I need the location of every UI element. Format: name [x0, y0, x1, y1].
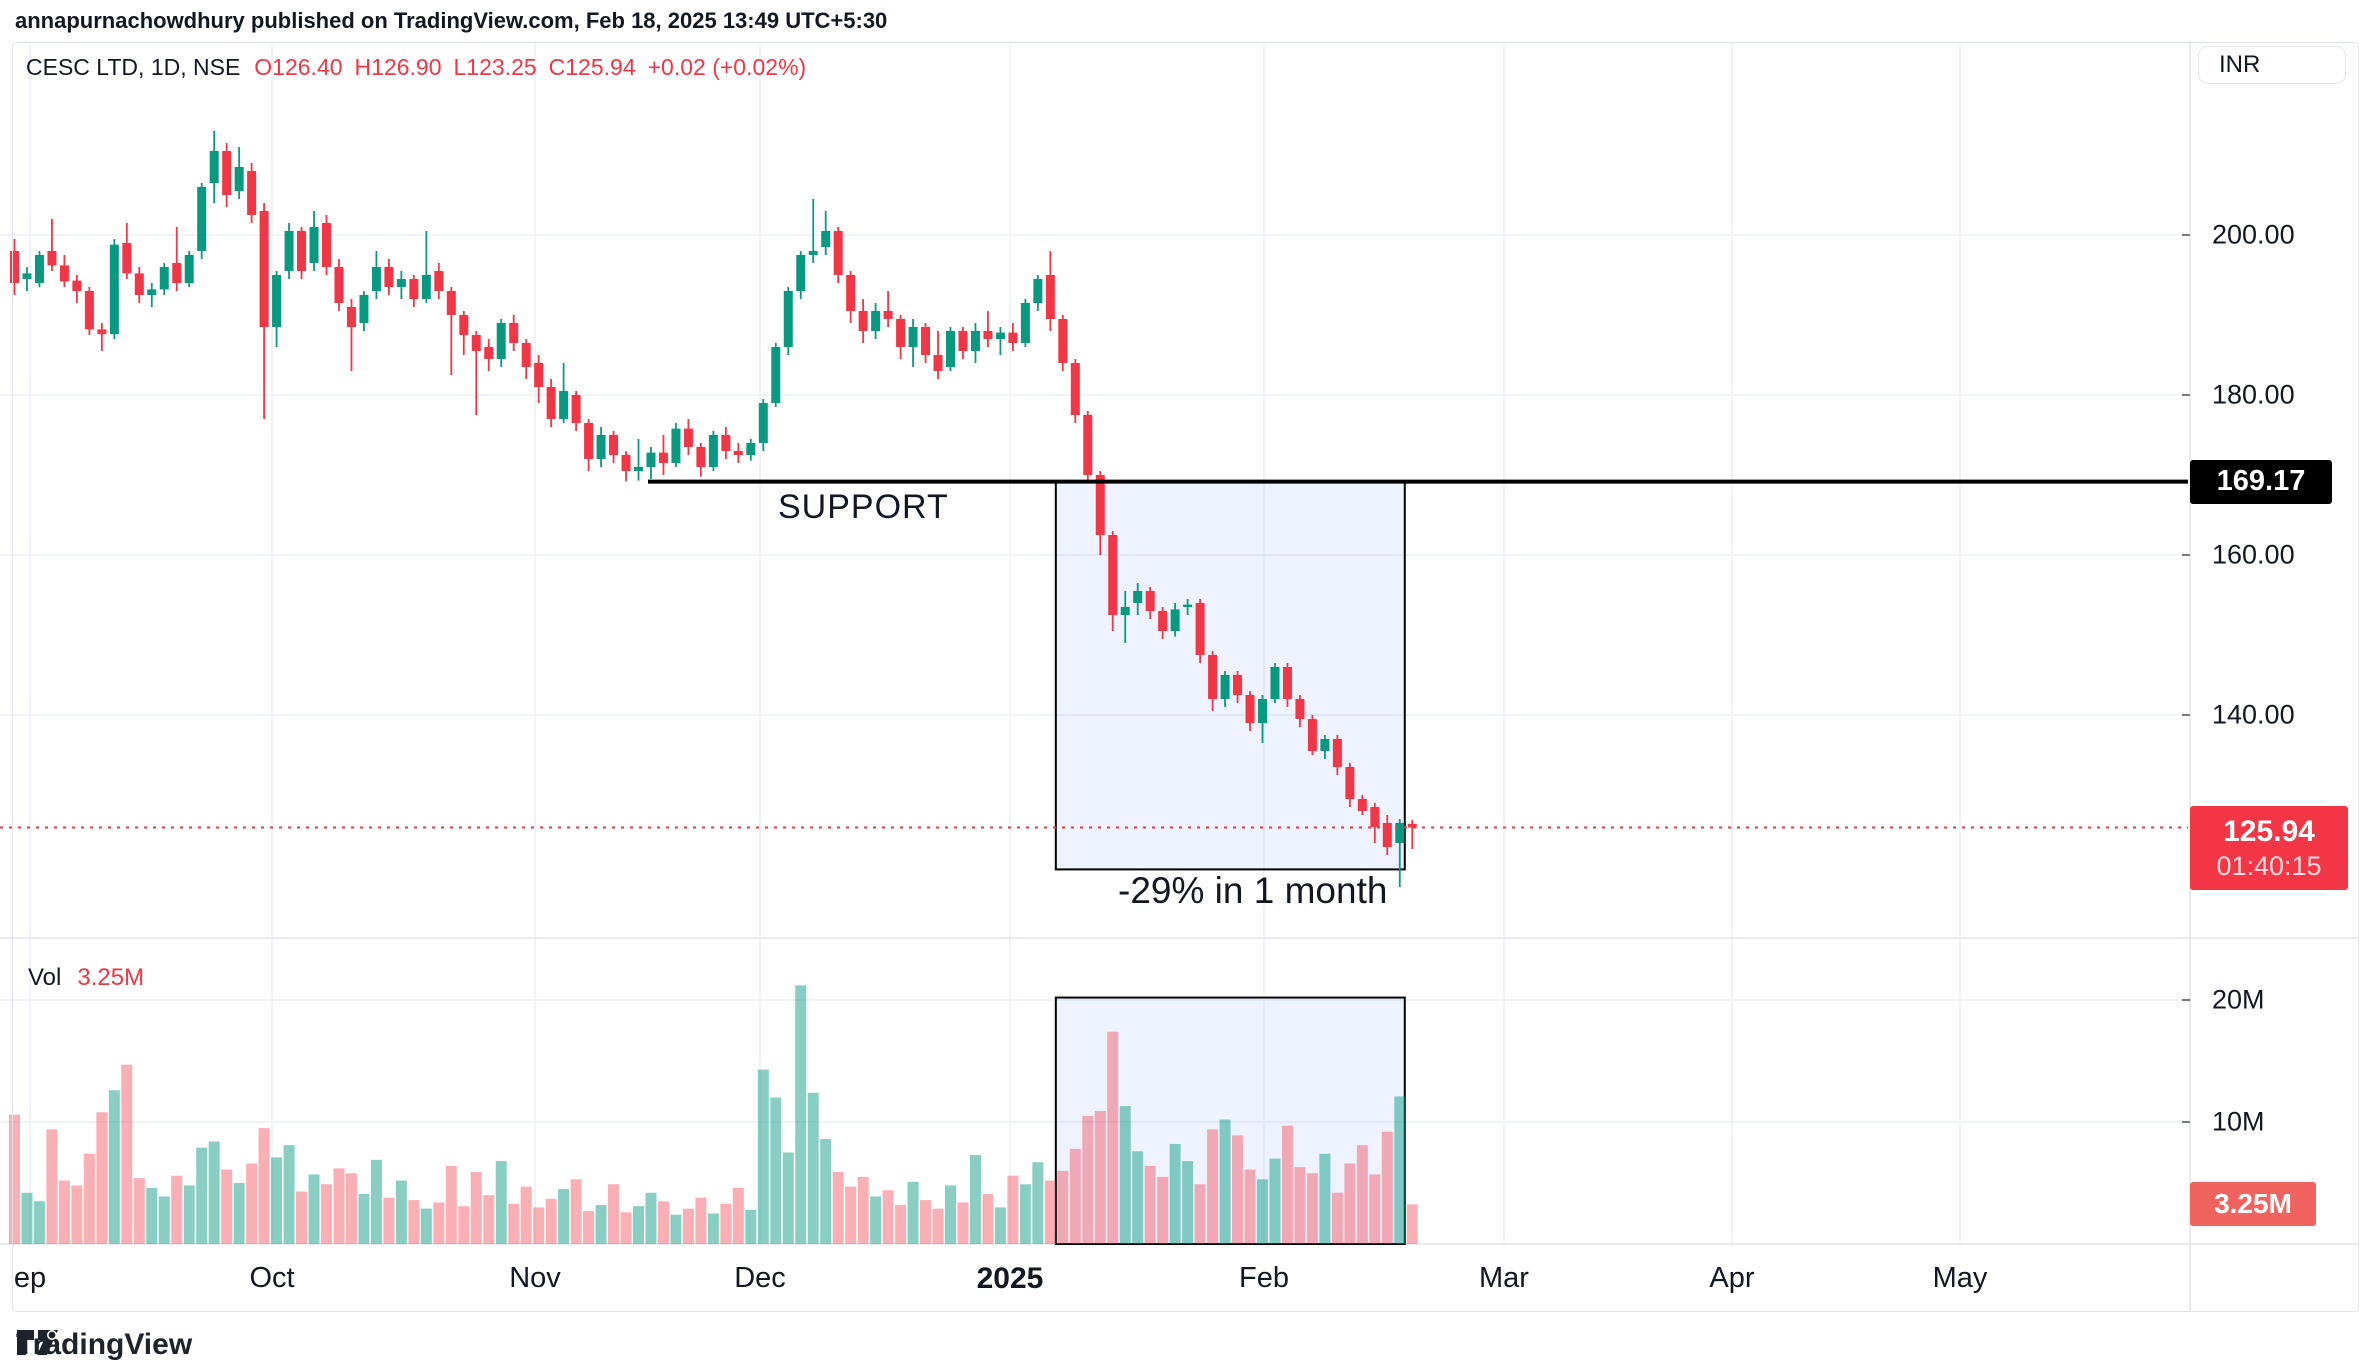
tradingview-logo-icon — [17, 1330, 58, 1355]
time-label-Feb: Feb — [1239, 1262, 1289, 1294]
ohlc-c-value: C125.94 — [548, 54, 636, 80]
support-price-value: 169.17 — [2216, 465, 2306, 498]
price-tick-140.00: 140.00 — [2212, 699, 2295, 730]
last-price-tag: 125.94 01:40:15 — [2190, 806, 2348, 891]
price-tick-180.00: 180.00 — [2212, 379, 2295, 410]
volume-tick-20M: 20M — [2212, 984, 2265, 1015]
currency-button[interactable]: INR — [2198, 46, 2346, 84]
last-volume-value: 3.25M — [2214, 1188, 2292, 1220]
volume-legend: Vol 3.25M — [28, 964, 144, 992]
price-tick-160.00: 160.00 — [2212, 539, 2295, 570]
symbol-legend: CESC LTD, 1D, NSE O126.40 H126.90 L123.25 C1… — [26, 54, 818, 81]
support-annotation: SUPPORT — [778, 488, 949, 526]
time-label-2025: 2025 — [976, 1262, 1044, 1295]
ohlc-values: O126.40 H126.90 L123.25 C125.94 +0.02 (+0.02… — [254, 54, 818, 80]
volume-legend-value: 3.25M — [77, 964, 145, 991]
time-label-Oct: Oct — [249, 1262, 295, 1294]
time-label-Dec: Dec — [734, 1262, 786, 1294]
tradingview-logo[interactable]: TradingView — [16, 1328, 192, 1362]
volume-tick-10M: 10M — [2212, 1106, 2265, 1137]
ohlc-o-value: O126.40 — [254, 54, 343, 80]
change-value: +0.02 (+0.02%) — [647, 54, 807, 80]
ohlc-l-value: L123.25 — [453, 54, 537, 80]
drop-annotation: -29% in 1 month — [1118, 870, 1388, 911]
support-price-tag: 169.17 — [2190, 459, 2332, 504]
time-label-May: May — [1932, 1262, 1988, 1294]
time-label-Nov: Nov — [509, 1262, 561, 1294]
currency-button-label: INR — [2219, 51, 2261, 78]
time-label-Apr: Apr — [1709, 1262, 1755, 1294]
bar-countdown: 01:40:15 — [2216, 851, 2322, 882]
last-volume-tag: 3.25M — [2190, 1182, 2316, 1227]
price-tick-200.00: 200.00 — [2212, 219, 2295, 250]
time-label-ep: ep — [13, 1262, 47, 1294]
volume-legend-label: Vol — [28, 964, 62, 991]
chart-frame — [12, 42, 2359, 1312]
time-label-Mar: Mar — [1479, 1262, 1529, 1294]
attribution-text: annapurnachowdhury published on TradingV… — [15, 8, 888, 33]
last-price-value: 125.94 — [2223, 814, 2315, 848]
ohlc-h-value: H126.90 — [354, 54, 442, 80]
symbol-title[interactable]: CESC LTD, 1D, NSE — [26, 54, 241, 80]
